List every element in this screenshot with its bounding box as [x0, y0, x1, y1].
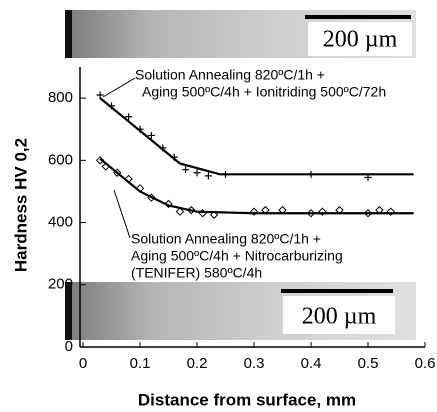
plus-marker: [182, 166, 189, 173]
fit-line: [100, 98, 414, 174]
fit-line: [100, 159, 414, 213]
y-tick-label: 200: [48, 276, 73, 293]
x-axis-title: Distance from surface, mm: [138, 390, 356, 409]
plus-marker: [97, 92, 104, 99]
annotation: Aging 500ºC/4h + Ionitriding 500ºC/72h: [142, 84, 386, 100]
x-tick-label: 0.1: [130, 355, 151, 372]
y-tick-label: 800: [48, 89, 73, 106]
annotation: Aging 500ºC/4h + Nitrocarburizing: [131, 248, 343, 264]
y-tick-label: 400: [48, 214, 73, 231]
y-tick-label: 600: [48, 151, 73, 168]
plus-marker: [194, 169, 201, 176]
x-tick-label: 0.5: [358, 355, 379, 372]
chart: 200 µm 200 µm Distance from surface, mm …: [0, 0, 437, 412]
x-tick-label: 0.6: [415, 355, 436, 372]
x-tick-label: 0.3: [244, 355, 265, 372]
annotation-pointer: [103, 78, 135, 97]
y-tick-label: 0: [65, 338, 73, 355]
annotation: Solution Annealing 820ºC/1h +: [135, 67, 325, 83]
plus-marker: [205, 172, 212, 179]
scale-bar-label: 200 µm: [323, 27, 398, 53]
x-tick-label: 0.4: [301, 355, 322, 372]
annotation-pointer: [114, 190, 130, 238]
scale-bar-label: 200 µm: [302, 304, 377, 330]
x-tick-label: 0.2: [187, 355, 208, 372]
y-axis-title: Hardness HV 0,2: [11, 138, 30, 272]
x-tick-label: 0: [79, 355, 87, 372]
annotation: Solution Annealing 820ºC/1h +: [131, 231, 321, 247]
annotation: (TENIFER) 580ºC/4h: [131, 265, 262, 281]
